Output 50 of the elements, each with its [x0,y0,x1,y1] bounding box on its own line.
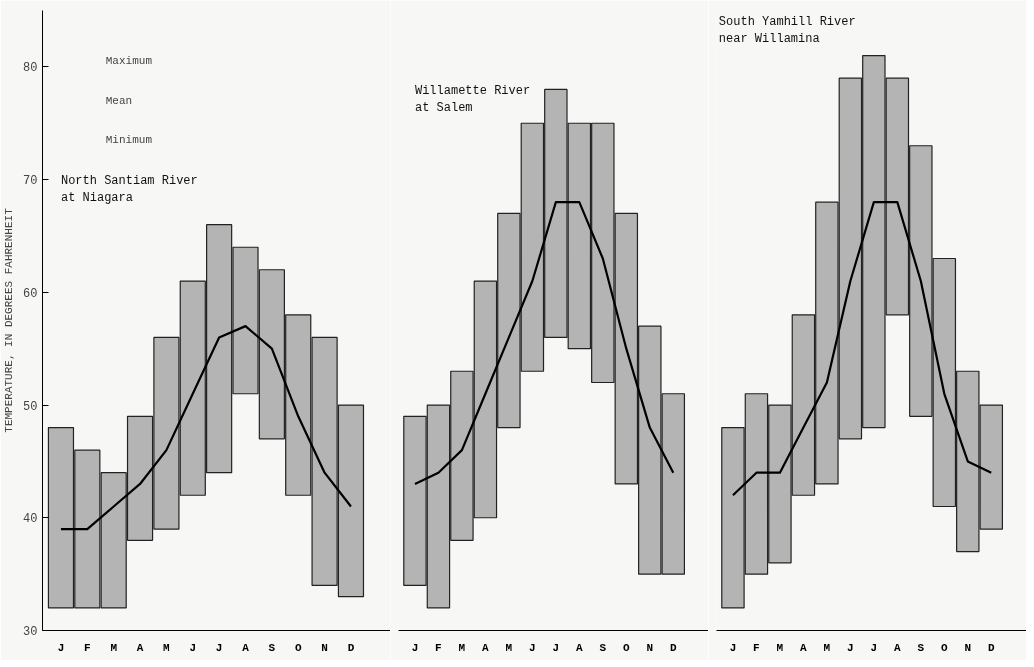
x-tick-label: M [458,641,466,654]
x-tick-label: D [347,641,355,654]
annotation: Mean [105,94,133,107]
x-tick-label: D [669,641,677,654]
x-tick-label: J [552,641,560,654]
y-tick-label: 30 [23,625,38,639]
x-tick-label: A [482,641,490,654]
x-tick-label: F [435,641,442,654]
x-tick-label: J [729,641,737,654]
x-tick-label: N [646,641,654,654]
y-tick-label: 60 [23,286,38,301]
text: South Yamhill River near Willamina [718,15,856,46]
x-tick-label: A [136,641,144,654]
x-tick-label: F [753,641,760,654]
line-series [59,325,353,531]
x-tick-label: O [294,641,302,654]
x-tick-label: J [529,641,536,654]
x-tick-label: M [776,641,784,654]
x-tick-label: M [110,641,118,654]
text: Willamette River at Salem [414,83,531,115]
x-tick-label: A [894,641,902,654]
x-tick-label: A [576,641,584,654]
text: North Santiam River at Niagara [60,173,198,205]
x-tick-label: M [163,641,171,654]
y-tick-label: 50 [23,399,38,414]
x-tick-label: S [268,641,276,654]
x-tick-label: J [847,641,854,654]
x-tick-label: S [917,641,925,654]
x-tick-label: A [242,641,250,654]
y-tick-label: 80 [23,61,38,76]
annotation: Maximum [105,55,153,68]
x-tick-label: J [411,641,419,654]
x-tick-label: M [823,641,831,654]
x-tick-label: D [987,641,995,654]
x-tick-label: J [189,641,197,654]
y-tick-label: 40 [23,512,38,527]
y-axis-title: TEMPERATURE, IN DEGREES FAHRENHEIT [3,207,16,433]
x-tick-label: O [941,641,948,654]
y-tick-label: 70 [23,174,38,189]
x-tick-label: A [800,641,808,654]
x-tick-label: S [599,641,607,654]
x-tick-label: J [57,641,65,654]
x-tick-label: J [215,641,223,654]
x-tick-label: O [623,641,630,654]
x-tick-label: M [505,641,513,654]
x-tick-label: N [964,641,972,654]
x-tick-label: F [84,641,91,654]
x-tick-label: J [870,641,878,654]
annotation: Minimum [105,134,153,147]
x-tick-label: N [321,641,328,654]
